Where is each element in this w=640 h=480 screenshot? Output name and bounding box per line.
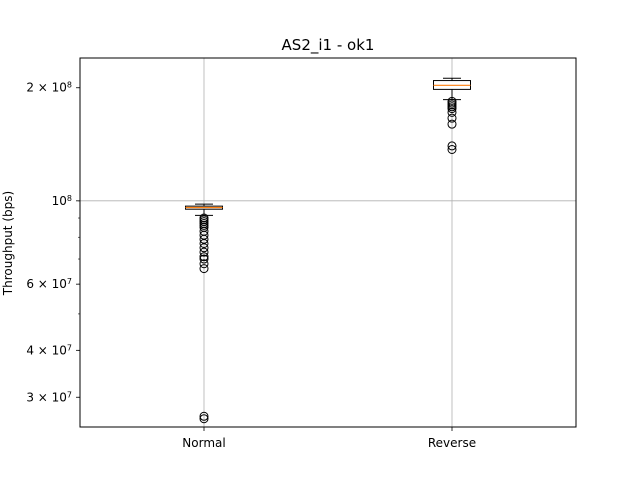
y-tick-label: 4 × 107 [26, 343, 72, 358]
outlier-point [199, 247, 209, 257]
outlier-point [199, 254, 209, 264]
outlier-point [447, 119, 457, 129]
outlier-point [199, 259, 209, 269]
y-tick-label: 2 × 108 [26, 80, 72, 95]
outlier-point [199, 252, 209, 262]
box-normal [185, 203, 223, 424]
outlier-point [199, 264, 209, 274]
x-tick-label: Normal [182, 436, 225, 450]
y-tick-label: 6 × 107 [26, 277, 72, 292]
outlier-point [447, 144, 457, 154]
box-reverse [433, 77, 471, 154]
axes: Normal Reverse 3 × 107 4 × 107 6 × 107 108 2 ×… [26, 80, 476, 450]
outlier-point [447, 107, 457, 117]
outlier-point [447, 113, 457, 123]
outlier-point [447, 141, 457, 151]
x-tick-label: Reverse [428, 436, 476, 450]
outlier-point [447, 104, 457, 114]
plot-area [185, 77, 471, 424]
y-axis-label: Throughput (bps) [1, 191, 15, 296]
y-tick-label: 3 × 107 [26, 390, 72, 405]
outlier-point [199, 414, 209, 424]
outlier-point [199, 243, 209, 253]
outlier-point [199, 411, 209, 421]
outlier-point [199, 238, 209, 248]
grid-lines [80, 58, 576, 427]
plot-frame [79, 57, 577, 428]
y-tick-label: 108 [52, 193, 72, 208]
chart-title: AS2_i1 - ok1 [282, 36, 375, 55]
